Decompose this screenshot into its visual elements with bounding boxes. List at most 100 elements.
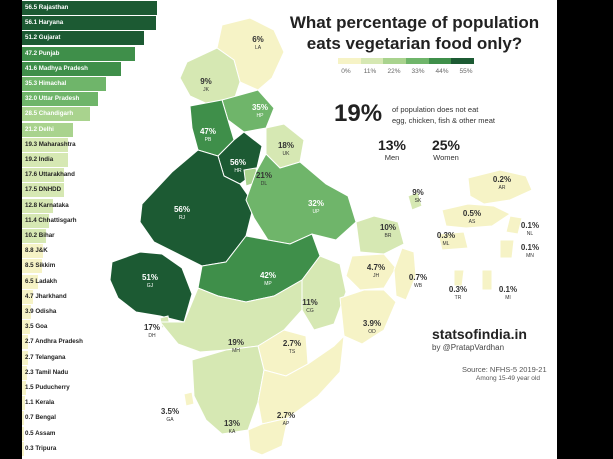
bar (22, 31, 145, 46)
bar-row: 1.5 Puducherry (22, 381, 182, 395)
bar (22, 77, 107, 91)
source-note: Source: NFHS-5 2019-21 (462, 365, 547, 374)
state-code-label: LA (255, 45, 262, 51)
bar (22, 213, 50, 228)
state-code-label: GJ (147, 283, 154, 289)
bar (22, 183, 64, 198)
legend-tick: 44% (435, 68, 449, 75)
state-value-label: 17% (144, 323, 160, 332)
state-code-label: GA (166, 417, 174, 423)
state-value-label: 4.7% (367, 263, 385, 272)
bar-label: 0.5 Assam (25, 429, 56, 437)
bar-label: 4.7 Jharkhand (25, 292, 67, 300)
bar-label: 47.2 Punjab (25, 49, 60, 57)
infographic-canvas: 6% LA 9% JK 35% HP 47% PB 18% UK 56% HR 21% DL 56% RJ 32… (22, 0, 557, 459)
highlight-desc-line-2: egg, chicken, fish & other meat (392, 116, 495, 125)
highlight-description: of population does not eat egg, chicken,… (392, 104, 547, 126)
bar-label: 1.1 Kerala (25, 399, 55, 407)
bar-row: 19.3 Maharashtra (22, 137, 182, 152)
bar-label: 1.5 Puducherry (25, 384, 70, 391)
bar-label: 21.2 Delhi (25, 125, 54, 133)
bar-row: 8.5 Sikkim (22, 259, 182, 274)
women-label: Women (433, 153, 459, 162)
state-code-label: RJ (179, 215, 186, 221)
state-value-label: 51% (142, 273, 158, 282)
state-code-label: DL (261, 181, 268, 187)
state-code-label: UK (283, 151, 291, 157)
bar-row: 51.2 Gujarat (22, 31, 182, 46)
state-code-label: DH (148, 333, 156, 339)
state-region (345, 253, 397, 291)
bar-row: 3.9 Odisha (22, 305, 182, 319)
bar (22, 274, 38, 289)
state-code-label: NL (527, 231, 534, 237)
bar-label: 0.7 Bengal (25, 414, 56, 422)
brand-name: statsofindia.in (432, 326, 527, 342)
state-code-label: WB (414, 283, 423, 289)
chart-title: What percentage of population eats veget… (277, 12, 552, 54)
state-value-label: 13% (224, 419, 240, 428)
bar-label: 2.3 Tamil Nadu (25, 368, 69, 376)
bar-row: 8.8 J&K (22, 244, 182, 259)
bar (22, 365, 28, 380)
bar (22, 16, 157, 31)
state-region (393, 247, 417, 301)
bar-row: 2.7 Andhra Pradesh (22, 335, 182, 350)
bar-row: 10.2 Bihar (22, 229, 182, 243)
bar-row: 17.6 Uttarakhand (22, 168, 182, 183)
highlight-value: 19% (334, 100, 383, 127)
state-region (407, 191, 423, 211)
bar-row: 41.6 Madhya Pradesh (22, 61, 182, 76)
state-region (257, 334, 345, 425)
bar (22, 92, 99, 107)
bar-row: 28.5 Chandigarh (22, 107, 182, 122)
state-value-label: 3.5% (161, 407, 179, 416)
state-code-label: PB (205, 137, 212, 143)
legend-tick: 55% (459, 68, 473, 75)
state-region (158, 279, 303, 353)
bar-row: 0.3 Tripura (22, 441, 182, 456)
state-code-label: ML (443, 241, 450, 247)
state-region (183, 391, 195, 407)
bar-label: 19.3 Maharashtra (25, 140, 76, 148)
state-code-label: HP (257, 113, 265, 119)
bar-row: 1.1 Kerala (22, 396, 182, 411)
bar-row: 2.7 Telangana (22, 350, 182, 365)
state-code-label: UP (313, 209, 321, 215)
bar (22, 46, 135, 61)
state-value-label: 0.1% (499, 285, 517, 294)
bar-row: 56.1 Haryana (22, 16, 182, 31)
bar (22, 411, 24, 426)
state-value-label: 56% (230, 158, 246, 167)
bar (22, 1, 157, 15)
bar-label: 6.5 Ladakh (25, 277, 57, 285)
bar-row: 19.2 India (22, 153, 182, 167)
state-value-label: 35% (252, 103, 268, 112)
bar (22, 381, 26, 395)
bar-row: 12.8 Karnataka (22, 198, 182, 213)
bar-row: 3.5 Goa (22, 320, 182, 335)
bar-label: 32.0 Uttar Pradesh (25, 95, 80, 103)
state-region (437, 231, 469, 251)
state-region (481, 269, 493, 291)
title-line-1: What percentage of population (289, 13, 540, 32)
bar (22, 426, 24, 441)
state-code-label: AR (499, 185, 506, 191)
state-code-label: JH (373, 273, 380, 279)
bar (22, 61, 122, 76)
state-value-label: 0.2% (493, 175, 511, 184)
state-code-label: OD (368, 329, 376, 335)
bar-label: 3.9 Odisha (25, 308, 57, 315)
bar-row: 35.3 Himachal (22, 77, 182, 91)
legend-tick: 0% (341, 68, 351, 75)
bar (22, 305, 32, 319)
state-code-label: TR (455, 295, 462, 301)
women-stat: 25% Women (424, 137, 468, 162)
bar-label: 35.3 Himachal (25, 80, 67, 87)
legend-swatch (428, 58, 452, 64)
bar (22, 289, 34, 304)
state-value-label: 9% (412, 188, 424, 197)
bar-label: 2.7 Telangana (25, 353, 66, 361)
state-value-label: 11% (302, 298, 318, 307)
state-region (191, 345, 265, 435)
